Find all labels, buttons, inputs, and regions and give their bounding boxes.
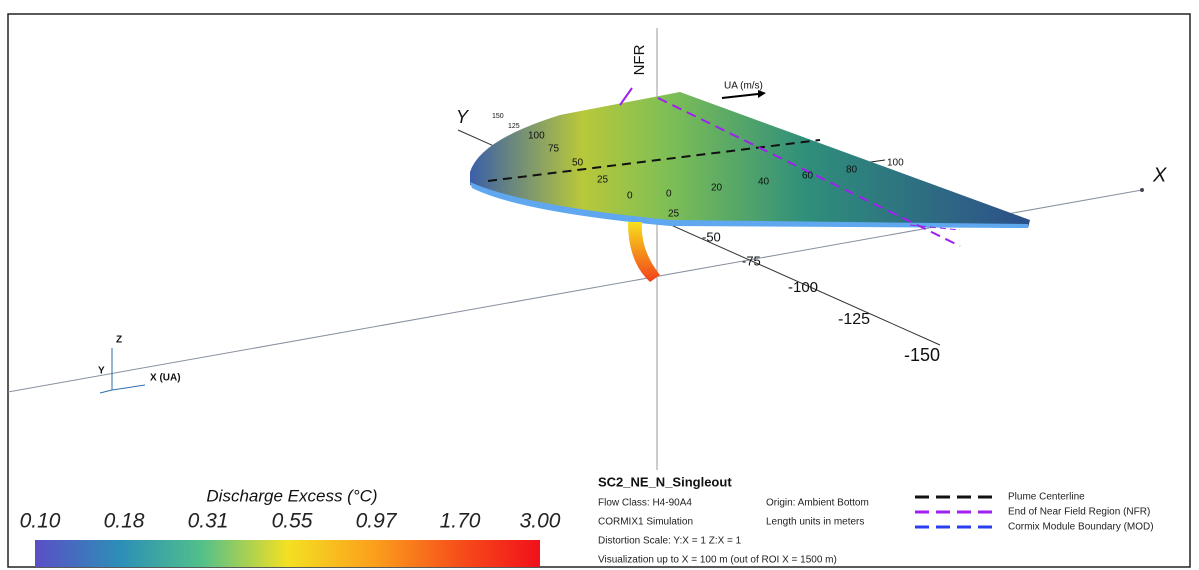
tick-label: -125 xyxy=(838,311,870,328)
mini-axis-label: X (UA) xyxy=(150,373,181,384)
info-title: SC2_NE_N_Singleout xyxy=(598,474,732,489)
colorbar-label: 0.18 xyxy=(104,510,145,533)
tick-label: 125 xyxy=(508,123,520,130)
tick-label: -100 xyxy=(788,279,818,296)
tick-label: 150 xyxy=(492,113,504,120)
colorbar xyxy=(35,540,540,567)
plume-edge xyxy=(470,182,1028,228)
discharge-jet xyxy=(628,222,660,282)
legend-label: Cormix Module Boundary (MOD) xyxy=(1008,522,1154,533)
tick-label: -150 xyxy=(904,345,940,365)
info-text: Length units in meters xyxy=(766,517,864,528)
tick-label: 60 xyxy=(802,171,814,182)
colorbar-label: 1.70 xyxy=(440,510,481,533)
frame xyxy=(7,13,1191,568)
tick-label: 100 xyxy=(887,158,904,169)
tick-label: 100 xyxy=(528,131,545,142)
axis-label: X xyxy=(1152,164,1167,186)
colorbar-title: Discharge Excess (°C) xyxy=(206,486,377,505)
nfr-line xyxy=(619,87,633,106)
info-text: Origin: Ambient Bottom xyxy=(766,498,869,509)
tick-label: -75 xyxy=(742,253,761,268)
mini-axis xyxy=(111,384,146,391)
tick-label: -50 xyxy=(702,229,721,244)
info-text: Visualization up to X = 100 m (out of RO… xyxy=(598,555,837,566)
tick-label: 0 xyxy=(627,191,633,202)
info-text: Flow Class: H4-90A4 xyxy=(598,498,692,509)
tick-label: 25 xyxy=(668,209,680,220)
axis-label: Y xyxy=(456,107,470,127)
colorbar-label: 0.55 xyxy=(272,510,313,533)
tick-label: 40 xyxy=(758,177,770,188)
tick-label: 25 xyxy=(597,175,609,186)
tick-label: 75 xyxy=(548,144,560,155)
nfr-line xyxy=(657,97,961,247)
colorbar-label: 3.00 xyxy=(520,510,561,533)
info-text: Distortion Scale: Y:X = 1 Z:X = 1 xyxy=(598,536,742,547)
plume-centerline xyxy=(487,139,821,182)
mini-axis xyxy=(99,389,113,394)
tick-label: 0 xyxy=(666,189,672,200)
x-axis-end xyxy=(1140,188,1144,192)
ua-arrow xyxy=(721,93,759,99)
colorbar-label: 0.10 xyxy=(20,510,61,533)
legend-label: Plume Centerline xyxy=(1008,492,1085,503)
colorbar-label: 0.97 xyxy=(356,510,398,533)
nfr-label: NFR xyxy=(631,44,648,75)
plume-surface xyxy=(470,92,1030,228)
info-text: CORMIX1 Simulation xyxy=(598,517,693,528)
tick-label: 20 xyxy=(711,183,723,194)
tick-label: 80 xyxy=(846,165,858,176)
legend-label: End of Near Field Region (NFR) xyxy=(1008,507,1150,518)
ua-arrowhead xyxy=(758,90,766,98)
ua-label: UA (m/s) xyxy=(724,81,763,92)
nfr-line xyxy=(909,224,961,231)
tick-label: 50 xyxy=(572,158,584,169)
mini-axis-label: Z xyxy=(116,335,122,346)
mini-axis-label: Y xyxy=(98,366,105,377)
colorbar-label: 0.31 xyxy=(188,510,229,533)
